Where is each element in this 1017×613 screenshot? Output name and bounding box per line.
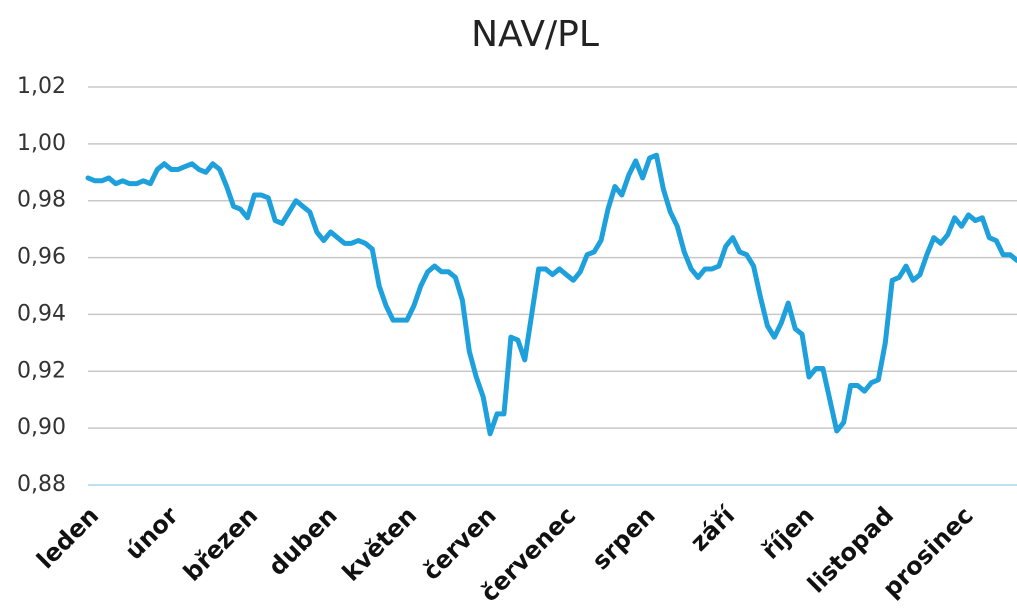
x-tick-label: únor	[120, 501, 184, 565]
x-tick-label: květen	[337, 501, 422, 586]
y-tick-label: 0,88	[17, 472, 66, 497]
y-tick-label: 0,98	[17, 188, 66, 213]
data-line	[85, 152, 1017, 437]
x-tick-label: duben	[263, 501, 343, 581]
x-tick-label: leden	[31, 501, 104, 574]
y-tick-label: 1,02	[17, 74, 66, 99]
x-tick-label: září	[685, 500, 742, 557]
x-tick-label: březen	[178, 501, 263, 586]
y-tick-label: 0,90	[17, 415, 66, 440]
x-tick-label: srpen	[587, 501, 661, 575]
y-tick-label: 1,00	[17, 131, 66, 156]
chart-title: NAV/PL	[471, 14, 599, 55]
y-tick-label: 0,94	[17, 301, 66, 326]
y-tick-label: 0,96	[17, 245, 66, 270]
x-tick-label: říjen	[756, 501, 819, 564]
y-tick-label: 0,92	[17, 358, 66, 383]
